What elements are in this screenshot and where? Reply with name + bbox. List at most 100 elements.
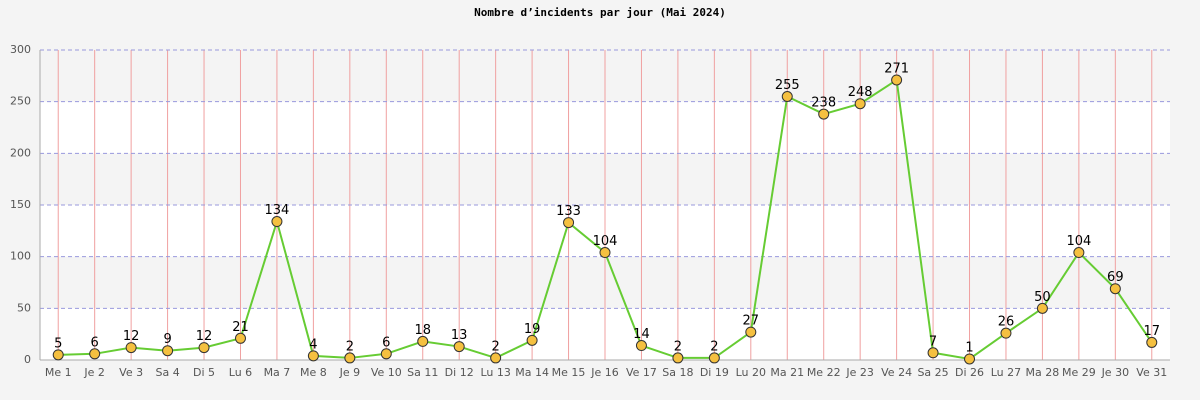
x-tick-label: Ve 31 xyxy=(1136,366,1167,379)
x-tick-label: Je 23 xyxy=(845,366,874,379)
point xyxy=(89,348,101,360)
value-label: 2 xyxy=(674,339,682,354)
x-tick-label: Lu 20 xyxy=(736,366,766,379)
x-tick-label: Me 1 xyxy=(45,366,72,379)
value-label: 21 xyxy=(232,320,249,335)
value-label: 2 xyxy=(710,339,718,354)
value-label: 238 xyxy=(811,96,836,111)
point xyxy=(417,335,429,347)
point xyxy=(781,91,793,102)
x-tick-label: Me 8 xyxy=(300,366,327,379)
x-tick-label: Di 19 xyxy=(700,366,729,379)
x-tick-label: Ma 21 xyxy=(770,366,804,379)
point xyxy=(1109,283,1121,295)
point xyxy=(635,340,647,352)
point xyxy=(854,98,866,110)
point xyxy=(307,350,319,362)
x-tick-label: Je 2 xyxy=(83,366,105,379)
point xyxy=(125,342,137,354)
point xyxy=(818,108,830,120)
value-label: 134 xyxy=(265,203,290,218)
point xyxy=(162,345,174,357)
x-tick-label: Lu 13 xyxy=(480,366,510,379)
value-label: 2 xyxy=(492,339,500,354)
y-tick-label: 300 xyxy=(10,43,31,56)
x-tick-label: Ma 7 xyxy=(264,366,291,379)
x-tick-label: Je 9 xyxy=(339,366,361,379)
point xyxy=(198,342,210,354)
point xyxy=(672,352,684,364)
value-label: 248 xyxy=(848,85,873,100)
y-tick-label: 0 xyxy=(24,353,31,366)
y-tick-label: 250 xyxy=(10,95,31,108)
point xyxy=(490,352,502,364)
value-label: 26 xyxy=(998,315,1015,330)
point xyxy=(599,247,611,259)
value-label: 27 xyxy=(743,314,760,329)
x-tick-label: Me 22 xyxy=(807,366,841,379)
point xyxy=(708,352,720,364)
point xyxy=(271,216,283,228)
value-label: 18 xyxy=(414,323,431,338)
value-label: 5 xyxy=(54,336,62,351)
value-label: 17 xyxy=(1144,324,1161,339)
x-tick-label: Di 12 xyxy=(445,366,474,379)
x-tick-label: Ve 10 xyxy=(371,366,402,379)
value-label: 6 xyxy=(91,335,99,350)
point xyxy=(344,352,356,364)
value-label: 12 xyxy=(123,329,140,344)
value-label: 19 xyxy=(524,322,541,337)
x-tick-label: Je 16 xyxy=(590,366,619,379)
value-label: 133 xyxy=(556,204,581,219)
x-tick-label: Ve 3 xyxy=(119,366,143,379)
x-tick-label: Sa 18 xyxy=(662,366,693,379)
value-label: 1 xyxy=(965,340,973,355)
value-label: 14 xyxy=(633,327,650,342)
point xyxy=(745,326,757,338)
x-tick-label: Di 26 xyxy=(955,366,984,379)
value-label: 104 xyxy=(593,234,618,249)
chart-title: Nombre d’incidents par jour (Mai 2024) xyxy=(474,6,726,19)
value-label: 6 xyxy=(382,335,390,350)
value-label: 2 xyxy=(346,339,354,354)
value-label: 50 xyxy=(1034,290,1051,305)
x-tick-label: Lu 6 xyxy=(229,366,252,379)
value-label: 69 xyxy=(1107,270,1124,285)
y-tick-label: 50 xyxy=(17,301,31,314)
value-label: 255 xyxy=(775,78,800,93)
point xyxy=(891,74,903,86)
point xyxy=(234,332,246,344)
value-label: 4 xyxy=(309,337,317,352)
y-tick-label: 100 xyxy=(10,250,31,263)
x-tick-label: Me 15 xyxy=(552,366,586,379)
point xyxy=(1146,336,1158,348)
x-tick-label: Sa 4 xyxy=(155,366,179,379)
x-tick-label: Di 5 xyxy=(193,366,215,379)
point xyxy=(453,341,465,353)
x-tick-label: Ve 17 xyxy=(626,366,657,379)
point xyxy=(563,217,575,229)
x-tick-label: Sa 25 xyxy=(917,366,948,379)
x-tick-label: Me 29 xyxy=(1062,366,1096,379)
value-label: 104 xyxy=(1066,234,1091,249)
value-label: 12 xyxy=(196,329,213,344)
point xyxy=(927,347,939,359)
y-tick-label: 150 xyxy=(10,198,31,211)
value-label: 13 xyxy=(451,328,468,343)
x-tick-label: Ma 28 xyxy=(1026,366,1060,379)
x-tick-label: Ve 24 xyxy=(881,366,912,379)
point xyxy=(1073,247,1085,259)
point xyxy=(964,353,976,365)
value-label: 271 xyxy=(884,61,909,76)
value-label: 9 xyxy=(163,332,171,347)
point xyxy=(1036,302,1048,314)
point xyxy=(526,334,538,346)
x-tick-label: Ma 14 xyxy=(515,366,549,379)
point xyxy=(52,349,64,361)
x-tick-label: Je 30 xyxy=(1101,366,1130,379)
x-tick-label: Lu 27 xyxy=(991,366,1021,379)
point xyxy=(380,348,392,360)
value-label: 7 xyxy=(929,334,937,349)
x-tick-label: Sa 11 xyxy=(407,366,438,379)
